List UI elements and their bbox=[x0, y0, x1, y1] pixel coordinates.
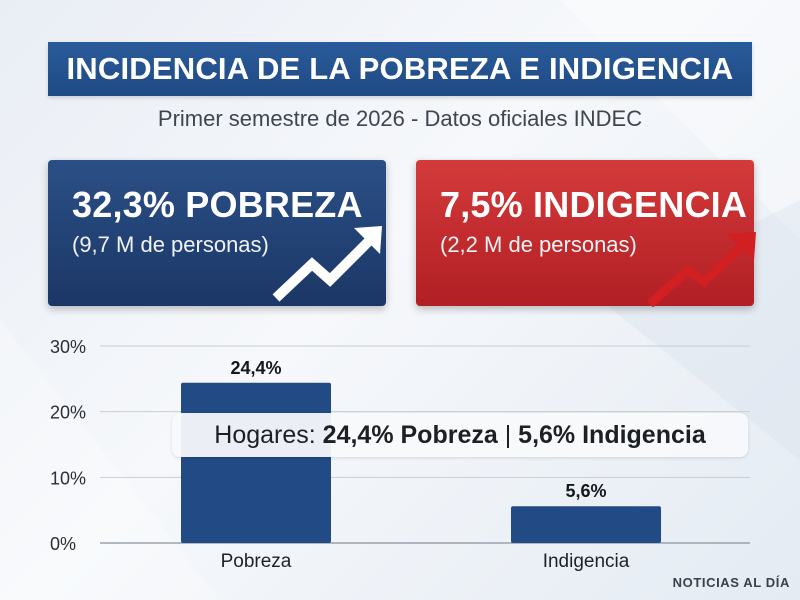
page-title: INCIDENCIA DE LA POBREZA E INDIGENCIA bbox=[66, 51, 734, 86]
y-tick-label: 30% bbox=[50, 337, 86, 357]
bar-indigencia bbox=[511, 506, 661, 543]
callout-indigencia: 5,6% Indigencia bbox=[518, 420, 706, 449]
callout-separator: | bbox=[504, 420, 512, 449]
callout-pobreza: 24,4% Pobreza bbox=[322, 420, 498, 449]
y-tick-label: 10% bbox=[50, 468, 86, 488]
callout-prefix: Hogares: bbox=[214, 420, 316, 449]
x-category-label: Indigencia bbox=[543, 551, 630, 572]
title-banner: INCIDENCIA DE LA POBREZA E INDIGENCIA bbox=[48, 42, 752, 96]
indigence-headline: 7,5% INDIGENCIA bbox=[440, 184, 748, 225]
indigence-detail: (2,2 M de personas) bbox=[440, 232, 637, 257]
page-subtitle: Primer semestre de 2026 - Datos oficiale… bbox=[157, 106, 643, 131]
source-credit: NOTICIAS AL DÍA bbox=[672, 575, 790, 590]
trend-up-arrow-icon bbox=[272, 226, 382, 302]
y-tick-label: 20% bbox=[50, 403, 86, 423]
households-callout: Hogares: 24,4% Pobreza | 5,6% Indigencia bbox=[172, 413, 748, 457]
data-label: 5,6% bbox=[565, 481, 606, 501]
poverty-detail: (9,7 M de personas) bbox=[72, 232, 269, 257]
poverty-headline: 32,3% POBREZA bbox=[72, 184, 363, 225]
data-label: 24,4% bbox=[230, 358, 281, 378]
poverty-stat-card: 32,3% POBREZA (9,7 M de personas) bbox=[48, 160, 386, 306]
x-category-label: Pobreza bbox=[221, 551, 292, 572]
y-tick-label: 0% bbox=[50, 534, 76, 554]
bar-pobreza bbox=[181, 382, 331, 543]
trend-up-red-arrow-icon bbox=[646, 232, 756, 308]
